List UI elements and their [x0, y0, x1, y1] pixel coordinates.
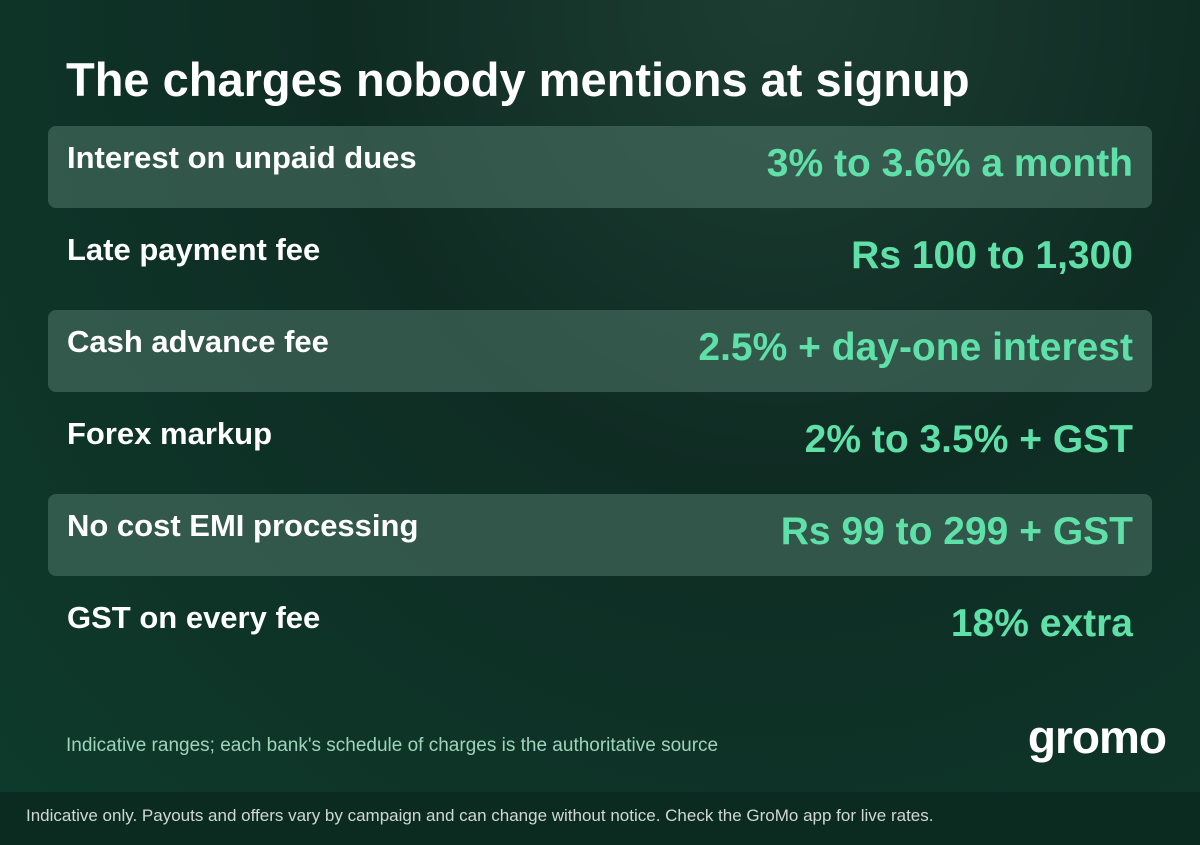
table-row: Late payment fee Rs 100 to 1,300 — [48, 218, 1152, 300]
charge-label: Late payment fee — [67, 232, 321, 267]
charge-value: Rs 100 to 1,300 — [851, 234, 1133, 277]
charge-value: 2.5% + day-one interest — [698, 326, 1133, 369]
charge-label: Cash advance fee — [67, 324, 329, 359]
charge-label: No cost EMI processing — [67, 508, 419, 543]
table-row: GST on every fee 18% extra — [48, 586, 1152, 668]
table-row: No cost EMI processing Rs 99 to 299 + GST — [48, 494, 1152, 576]
title: The charges nobody mentions at signup — [66, 53, 970, 106]
table-row: Forex markup 2% to 3.5% + GST — [48, 402, 1152, 484]
charge-value: 18% extra — [950, 602, 1133, 645]
charge-value: Rs 99 to 299 + GST — [780, 510, 1133, 553]
note: Indicative ranges; each bank's schedule … — [66, 735, 719, 756]
table-row: Cash advance fee 2.5% + day-one interest — [48, 310, 1152, 392]
table-row: Interest on unpaid dues 3% to 3.6% a mont… — [48, 126, 1152, 208]
charge-label: Forex markup — [67, 416, 273, 451]
charge-label: GST on every fee — [67, 600, 321, 635]
footer-text: Indicative only. Payouts and offers vary… — [26, 806, 934, 825]
charge-label: Interest on unpaid dues — [67, 140, 417, 175]
footer-bar: Indicative only. Payouts and offers vary… — [0, 792, 1200, 845]
charge-value: 2% to 3.5% + GST — [804, 418, 1133, 461]
logo: gromo — [1027, 711, 1167, 763]
charge-value: 3% to 3.6% a month — [766, 142, 1133, 185]
